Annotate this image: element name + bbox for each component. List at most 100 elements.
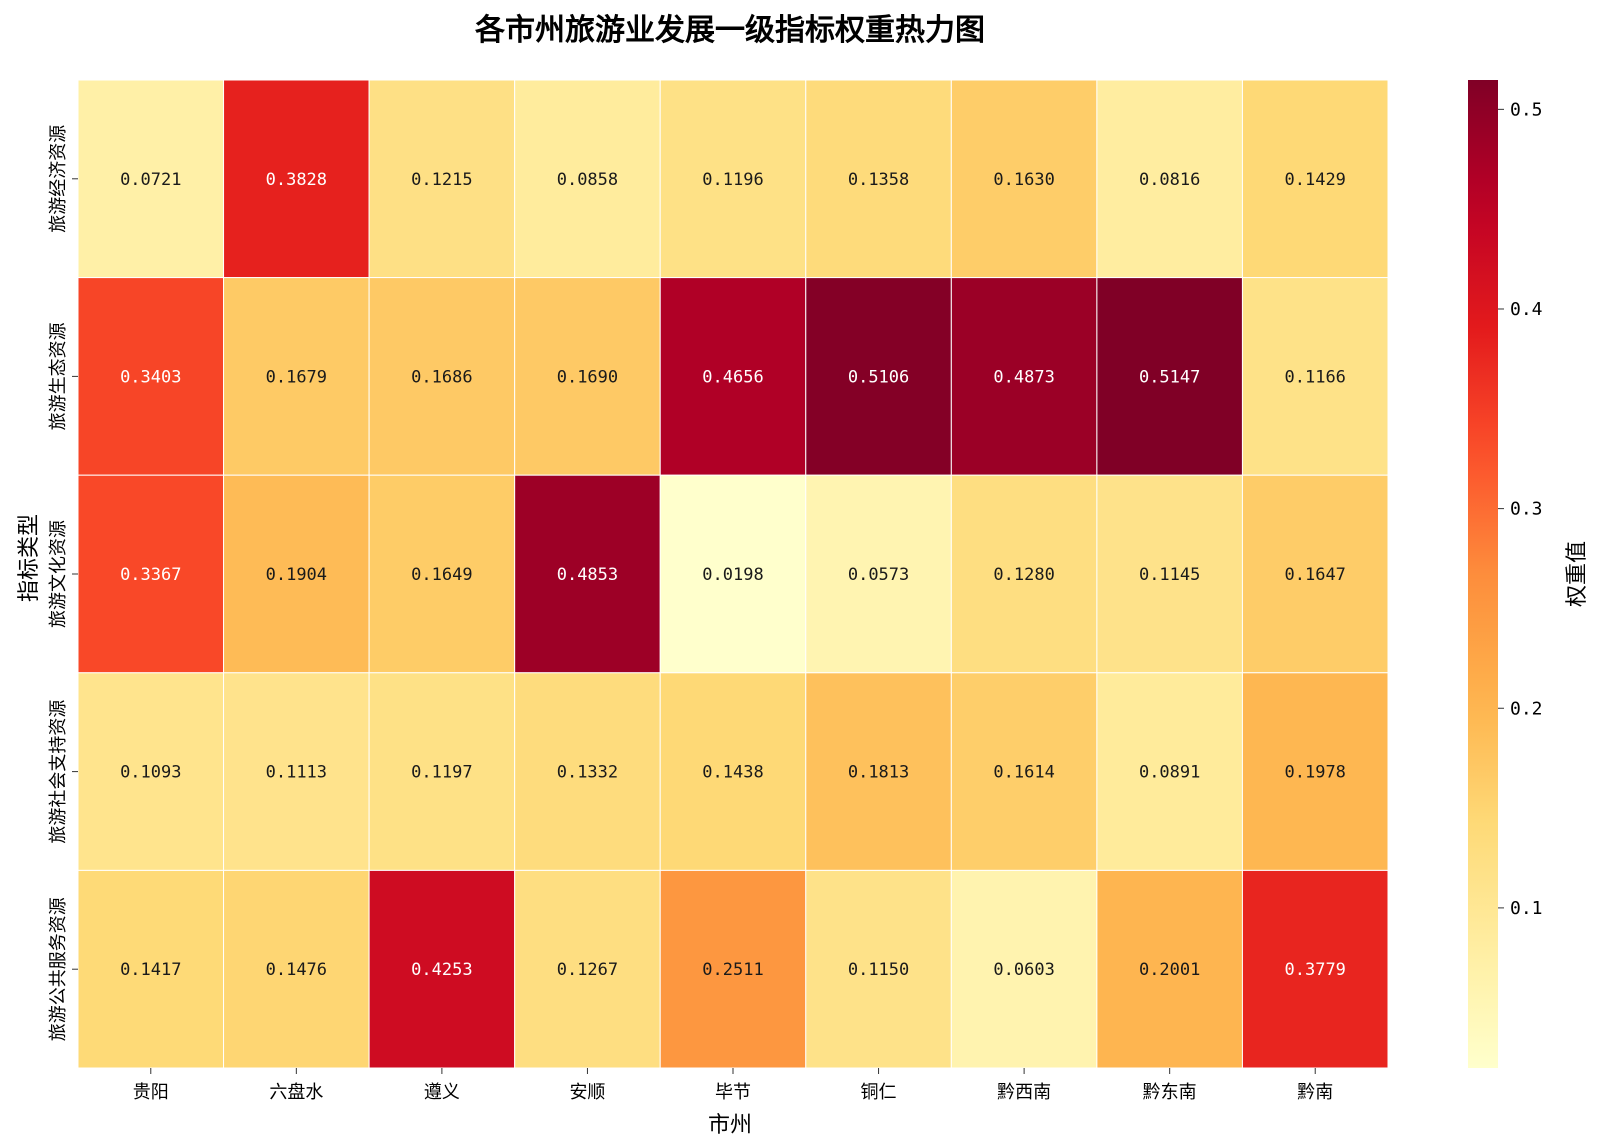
cell-value-label: 0.1150 [848,960,909,980]
heatmap-cell [223,474,370,674]
heatmap-cell [1096,672,1243,871]
cell-value-label: 0.4656 [702,367,763,387]
heatmap-cell [805,79,952,279]
heatmap-cells: 0.0721 0.3828 0.1215 0.0858 0.1196 0.1358 0.16… [77,79,1389,1069]
heatmap-cell [659,277,807,476]
cell-value-label: 0.3779 [1285,960,1346,980]
cell-value-label: 0.0858 [557,170,618,190]
heatmap-cell [514,79,661,279]
colorbar-label: 权重值 [1565,541,1590,607]
cell-value-label: 0.1358 [848,170,909,190]
x-axis-ticks: 贵阳 六盘水 遵义 安顺 毕节 铜仁 黔西南 黔东南 黔南 [133,1068,1333,1103]
y-tick-label: 旅游公共服务资源 [48,897,69,1041]
cell-value-label: 0.1113 [266,763,327,783]
heatmap-cell [223,869,370,1069]
heatmap-cell [77,277,225,476]
heatmap-cell [1096,869,1243,1069]
cell-value-label: 0.1215 [411,170,472,190]
cell-value-label: 0.1417 [120,960,181,980]
heatmap-cell [659,474,807,674]
cell-value-label: 0.1904 [266,565,327,585]
cell-value-label: 0.3828 [266,170,327,190]
heatmap-cell [1241,869,1389,1069]
cell-value-label: 0.2511 [702,960,763,980]
x-tick-label: 黔南 [1297,1082,1333,1103]
cell-value-label: 0.0721 [120,170,181,190]
cell-value-label: 0.1438 [702,763,763,783]
cell-value-label: 0.3403 [120,367,181,387]
heatmap-cell [1096,474,1243,674]
y-tick-label: 旅游经济资源 [48,125,69,233]
heatmap-cell [950,79,1098,279]
heatmap-cell [77,474,225,674]
x-tick-label: 安顺 [569,1082,605,1103]
cell-value-label: 0.1166 [1285,367,1346,387]
colorbar-tick-label: 0.3 [1510,499,1543,520]
cell-value-label: 0.1093 [120,763,181,783]
cell-value-label: 0.1267 [557,960,618,980]
heatmap-cell [805,869,952,1069]
colorbar-tick-label: 0.1 [1510,898,1543,919]
cell-value-label: 0.0891 [1139,763,1200,783]
cell-value-label: 0.5147 [1139,367,1200,387]
x-tick-label: 毕节 [715,1082,751,1103]
cell-value-label: 0.4853 [557,565,618,585]
colorbar-ticks: 0.1 0.2 0.3 0.4 0.5 [1498,99,1543,919]
cell-value-label: 0.0573 [848,565,909,585]
cell-value-label: 0.1649 [411,565,472,585]
heatmap-cell [514,474,661,674]
y-tick-label: 旅游生态资源 [48,322,69,430]
heatmap-cell [1096,277,1243,476]
x-tick-label: 贵阳 [133,1082,169,1103]
heatmap-cell [368,277,516,476]
heatmap-cell [368,474,516,674]
x-tick-label: 黔东南 [1143,1082,1197,1103]
heatmap-cell [514,277,661,476]
heatmap-cell [1096,79,1243,279]
cell-value-label: 0.1145 [1139,565,1200,585]
cell-value-label: 0.0198 [702,565,763,585]
cell-value-label: 0.0816 [1139,170,1200,190]
heatmap-cell [659,79,807,279]
cell-value-label: 0.1429 [1285,170,1346,190]
heatmap-cell [368,79,516,279]
heatmap-cell [1241,277,1389,476]
x-axis-label: 市州 [708,1113,752,1138]
heatmap-cell [77,869,225,1069]
x-tick-label: 六盘水 [269,1082,323,1103]
cell-value-label: 0.1813 [848,763,909,783]
heatmap-cell [223,79,370,279]
heatmap-cell [514,672,661,871]
colorbar-tick-label: 0.5 [1510,99,1543,120]
chart-title: 各市州旅游业发展一级指标权重热力图 [474,13,985,48]
y-tick-label: 旅游社会支持资源 [48,700,69,844]
cell-value-label: 0.4873 [993,367,1054,387]
heatmap-cell [950,474,1098,674]
cell-value-label: 0.1686 [411,367,472,387]
heatmap-cell [950,869,1098,1069]
heatmap-cell [77,672,225,871]
cell-value-label: 0.3367 [120,565,181,585]
cell-value-label: 0.1679 [266,367,327,387]
cell-value-label: 0.4253 [411,960,472,980]
heatmap-cell [950,277,1098,476]
cell-value-label: 0.1196 [702,170,763,190]
cell-value-label: 0.1647 [1285,565,1346,585]
cell-value-label: 0.1614 [993,763,1054,783]
heatmap-cell [368,869,516,1069]
cell-value-label: 0.1978 [1285,763,1346,783]
heatmap-cell [77,79,225,279]
x-tick-label: 黔西南 [997,1082,1051,1103]
cell-value-label: 0.2001 [1139,960,1200,980]
cell-value-label: 0.1690 [557,367,618,387]
cell-value-label: 0.1630 [993,170,1054,190]
colorbar [1468,80,1498,1068]
cell-value-label: 0.5106 [848,367,909,387]
colorbar-tick-label: 0.4 [1510,299,1543,320]
x-tick-label: 遵义 [424,1082,460,1103]
cell-value-label: 0.1280 [993,565,1054,585]
cell-value-label: 0.1197 [411,763,472,783]
heatmap-cell [950,672,1098,871]
